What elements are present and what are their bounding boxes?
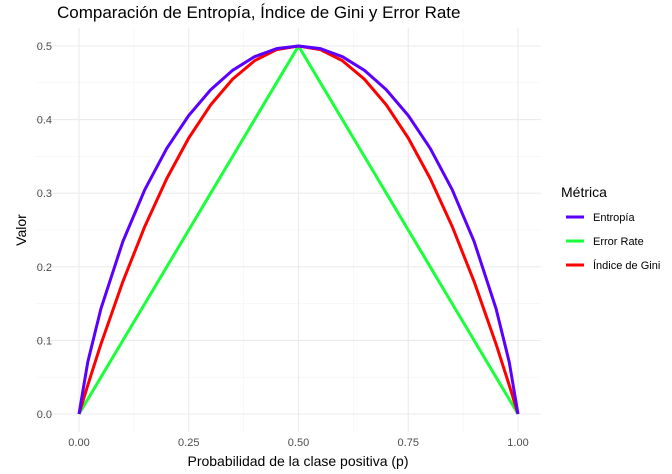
- x-tick-label: 0.00: [68, 437, 89, 449]
- x-tick-label: 0.75: [398, 437, 419, 449]
- y-tick-label: 0.2: [37, 262, 52, 274]
- y-tick-labels: 0.0 0.1 0.2 0.3 0.4 0.5: [37, 41, 52, 421]
- grid: [35, 28, 541, 432]
- x-tick-label: 0.25: [178, 437, 199, 449]
- x-axis-title: Probabilidad de la clase positiva (p): [187, 453, 408, 469]
- chart-title: Comparación de Entropía, Índice de Gini …: [57, 3, 460, 22]
- legend-label: Índice de Gini: [593, 259, 660, 272]
- y-axis-title: Valor: [13, 214, 29, 246]
- legend-label: Error Rate: [593, 236, 644, 248]
- x-tick-label: 1.00: [507, 437, 528, 449]
- y-tick-label: 0.3: [37, 188, 52, 200]
- legend-items: Entropía Error Rate Índice de Gini: [566, 212, 660, 272]
- y-tick-label: 0.1: [37, 335, 52, 347]
- legend-title: Métrica: [561, 184, 607, 200]
- y-tick-label: 0.4: [37, 115, 52, 127]
- legend-label: Entropía: [593, 212, 635, 224]
- series-line-entropía: [77, 44, 520, 415]
- y-tick-label: 0.5: [37, 41, 52, 53]
- series-lines: [77, 44, 520, 415]
- y-tick-label: 0.0: [37, 409, 52, 421]
- x-tick-labels: 0.00 0.25 0.50 0.75 1.00: [68, 437, 528, 449]
- legend: Métrica Entropía Error Rate Índice de Gini: [561, 184, 660, 272]
- x-tick-label: 0.50: [288, 437, 309, 449]
